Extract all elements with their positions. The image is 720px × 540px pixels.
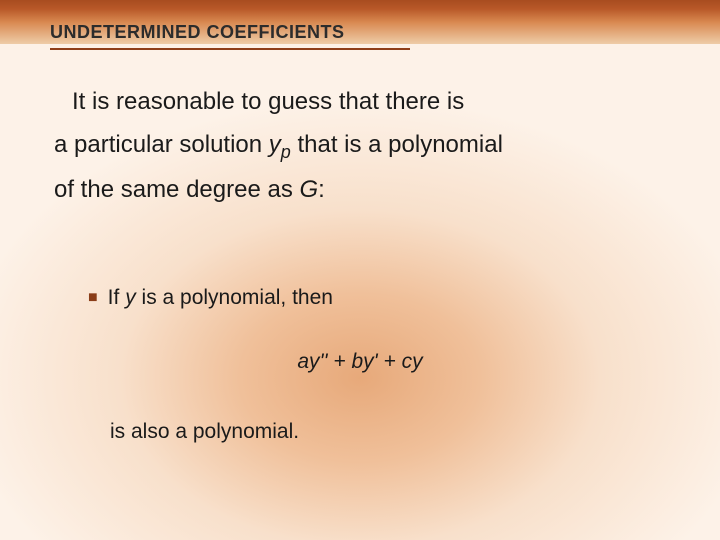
square-bullet-icon: ■ [88,284,98,311]
bullet-text-b: is a polynomial, then [136,286,333,309]
var-y: y [269,131,281,158]
slide: UNDETERMINED COEFFICIENTS It is reasonab… [0,0,720,540]
equation-text: ay'' + by' + cy [297,350,422,373]
bullet-text-a: If [108,286,126,309]
equation: ay'' + by' + cy [0,350,720,374]
bullet-text: If y is a polynomial, then [108,280,333,316]
var-G: G [299,176,318,203]
body-line2-b: that is a polynomial [291,131,503,158]
bullet-item: ■ If y is a polynomial, then [88,280,660,316]
var-p-subscript: p [281,142,291,162]
var-y-bullet: y [125,286,136,309]
body-line3: of the same degree as G: [54,168,680,211]
body-line1: It is reasonable to guess that there is [72,88,464,115]
body-line2-a: a particular solution [54,131,269,158]
conclusion-text: is also a polynomial. [110,420,299,444]
slide-title: UNDETERMINED COEFFICIENTS [50,22,345,43]
body-line3-a: of the same degree as [54,176,299,203]
header-underline [50,48,410,50]
body-line3-b: : [318,176,325,203]
body-line2: a particular solution yp that is a polyn… [54,123,680,168]
body-text: It is reasonable to guess that there is … [54,80,680,212]
bullet-block: ■ If y is a polynomial, then [88,280,660,316]
